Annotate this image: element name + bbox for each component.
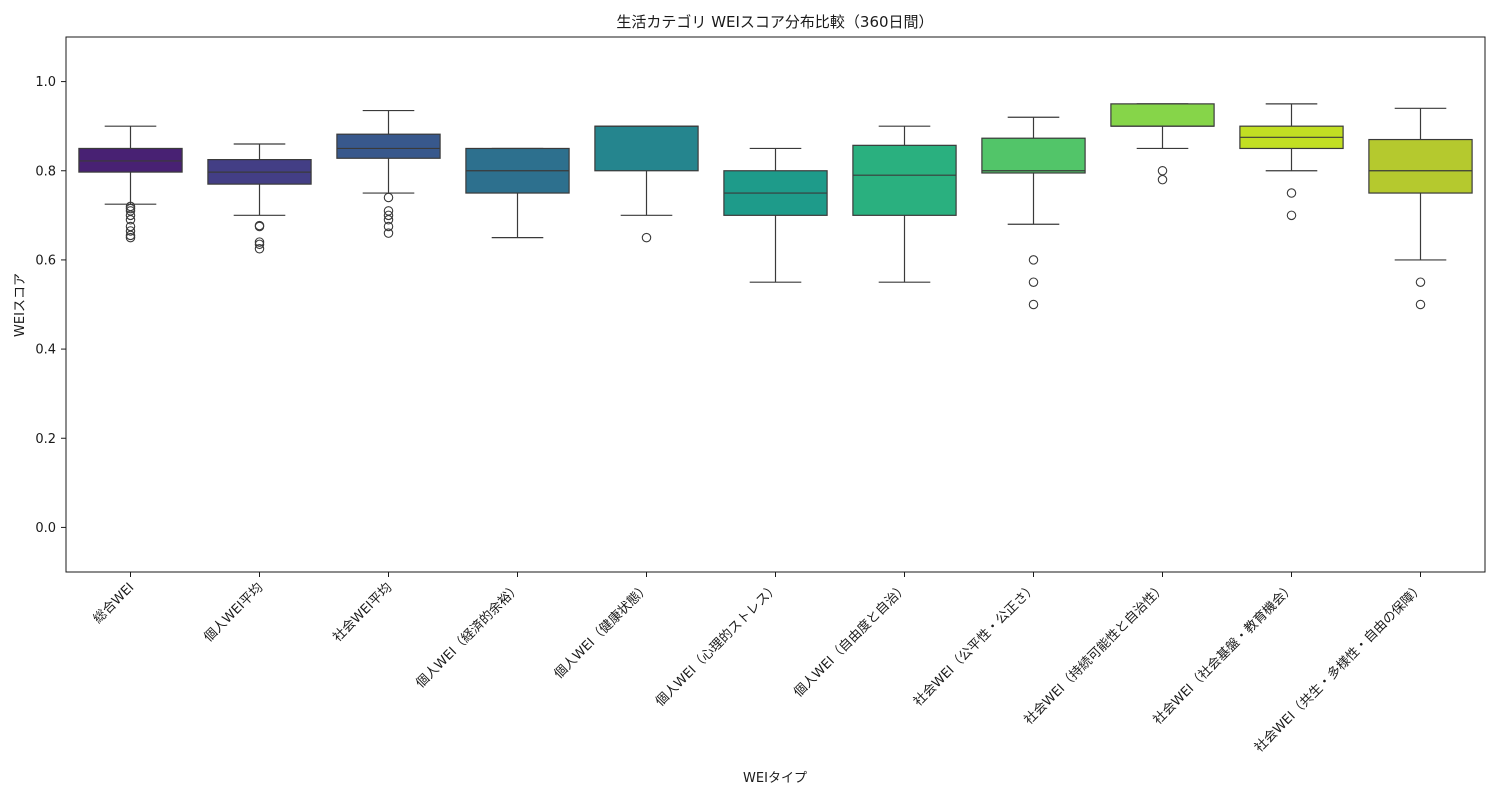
outlier-point <box>641 232 652 243</box>
outlier-point <box>125 221 136 232</box>
outlier-point <box>1286 188 1297 198</box>
box-7 <box>852 125 957 283</box>
box-6 <box>723 147 828 283</box>
box-2 <box>207 143 312 254</box>
box-5 <box>594 125 699 243</box>
outlier-point <box>125 203 136 214</box>
plot-frame <box>65 36 1486 573</box>
x-tick-label: 個人WEI平均 <box>201 580 266 645</box>
box-8 <box>981 116 1086 310</box>
x-tick-label: 社会WEI（公平性・公正さ） <box>910 580 1040 710</box>
x-tick-label: 個人WEI（自由度と自治） <box>790 580 911 701</box>
x-tick-label: 社会WEI平均 <box>330 580 396 646</box>
x-tick-label: 社会WEI（持続可能性と自治性） <box>1021 580 1169 728</box>
outlier-point <box>125 232 136 243</box>
box-iqr <box>981 137 1086 174</box>
x-tick-label: 総合WEI <box>91 580 138 627</box>
x-tick-label: 個人WEI（経済的余裕） <box>413 580 525 692</box>
x-tick-label: 個人WEI（心理的ストレス） <box>652 580 782 710</box>
outlier-point <box>254 220 265 231</box>
box-11 <box>1368 107 1473 310</box>
outlier-point <box>383 221 394 232</box>
y-axis-label: WEIスコア <box>13 273 28 337</box>
outlier-point <box>1157 174 1168 185</box>
y-axis: 0.0 0.2 0.4 0.6 0.8 1.0 <box>35 75 66 536</box>
box-iqr <box>852 144 957 216</box>
box-iqr <box>594 125 699 172</box>
outlier-point <box>125 201 136 212</box>
outlier-point <box>383 210 394 221</box>
x-axis-label: WEIタイプ <box>743 771 807 786</box>
outlier-point <box>1028 277 1039 287</box>
y-tick-label: 1.0 <box>35 75 56 90</box>
outlier-point <box>125 206 136 216</box>
box-3 <box>336 109 441 238</box>
outlier-point <box>383 206 394 216</box>
outlier-point <box>1157 166 1168 176</box>
outlier-point <box>254 239 265 250</box>
outlier-point <box>1415 277 1426 287</box>
x-tick-label: 社会WEI（社会基盤・教育機会） <box>1150 580 1298 728</box>
box-iqr <box>1368 138 1473 194</box>
x-tick-label: 個人WEI（健康状態） <box>551 580 653 682</box>
box-iqr <box>336 133 441 159</box>
outlier-point <box>254 244 265 254</box>
box-iqr <box>1110 103 1215 127</box>
x-axis: 総合WEI 個人WEI平均 社会WEI平均 個人WEI（経済的余裕） 個人WEI（健康状… <box>91 572 1427 756</box>
y-tick-label: 0.2 <box>35 432 56 447</box>
chart-title: 生活カテゴリ WEIスコア分布比較（360日間） <box>616 13 933 31</box>
box-iqr <box>78 147 183 173</box>
box-9 <box>1110 103 1215 185</box>
outlier-point <box>1286 210 1297 221</box>
box-10 <box>1239 103 1344 221</box>
box-1 <box>78 125 183 243</box>
outlier-point <box>1028 255 1039 265</box>
y-tick-label: 0.4 <box>35 343 56 358</box>
outlier-point <box>125 226 136 236</box>
outlier-point <box>1028 299 1039 310</box>
outlier-point <box>1415 299 1426 310</box>
y-tick-label: 0.8 <box>35 164 56 179</box>
outlier-point <box>383 192 394 203</box>
plot-area <box>65 36 1486 573</box>
box-4 <box>465 147 570 239</box>
y-tick-label: 0.6 <box>35 253 56 268</box>
outlier-point <box>383 228 394 238</box>
outlier-point <box>254 237 265 247</box>
y-tick-label: 0.0 <box>35 521 56 536</box>
